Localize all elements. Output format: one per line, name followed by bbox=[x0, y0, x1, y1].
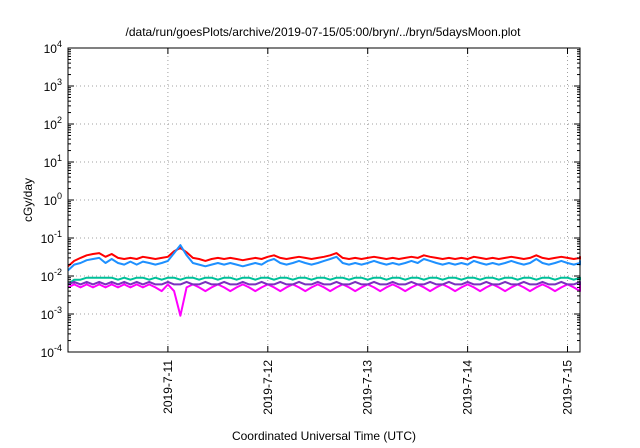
y-axis-ticks: 10-4 10-3 10-2 10-1 100 101 102 103 104 bbox=[41, 39, 580, 360]
y-tick-label: 10-1 bbox=[41, 229, 62, 246]
series-line-3 bbox=[67, 283, 581, 317]
x-tick-label: 2019-7-11 bbox=[161, 360, 175, 414]
x-tick-label: 2019-7-15 bbox=[561, 360, 575, 415]
y-tick-label: 101 bbox=[44, 153, 62, 170]
y-tick-label: 10-4 bbox=[41, 343, 62, 360]
y-tick-label: 104 bbox=[44, 39, 62, 56]
series-line-1 bbox=[67, 244, 581, 272]
y-tick-label: 10-2 bbox=[41, 267, 62, 284]
y-tick-label: 100 bbox=[44, 191, 62, 208]
series-line-2 bbox=[67, 276, 581, 286]
x-axis-label: Coordinated Universal Time (UTC) bbox=[232, 429, 416, 443]
chart-title: /data/run/goesPlots/archive/2019-07-15/0… bbox=[126, 25, 522, 39]
x-tick-label: 2019-7-13 bbox=[361, 360, 375, 415]
series-line-0 bbox=[67, 246, 581, 268]
series-line-4 bbox=[67, 280, 581, 286]
x-tick-label: 2019-7-14 bbox=[461, 360, 475, 415]
x-axis-ticks: 2019-7-11 2019-7-12 2019-7-13 2019-7-14 2019… bbox=[161, 48, 575, 415]
y-axis-label: cGy/day bbox=[21, 178, 35, 222]
grid-layer bbox=[68, 48, 580, 352]
series-layer bbox=[67, 244, 581, 317]
y-tick-label: 102 bbox=[44, 115, 62, 132]
x-tick-label: 2019-7-12 bbox=[261, 360, 275, 415]
y-tick-label: 103 bbox=[44, 77, 62, 94]
y-tick-label: 10-3 bbox=[41, 305, 62, 322]
